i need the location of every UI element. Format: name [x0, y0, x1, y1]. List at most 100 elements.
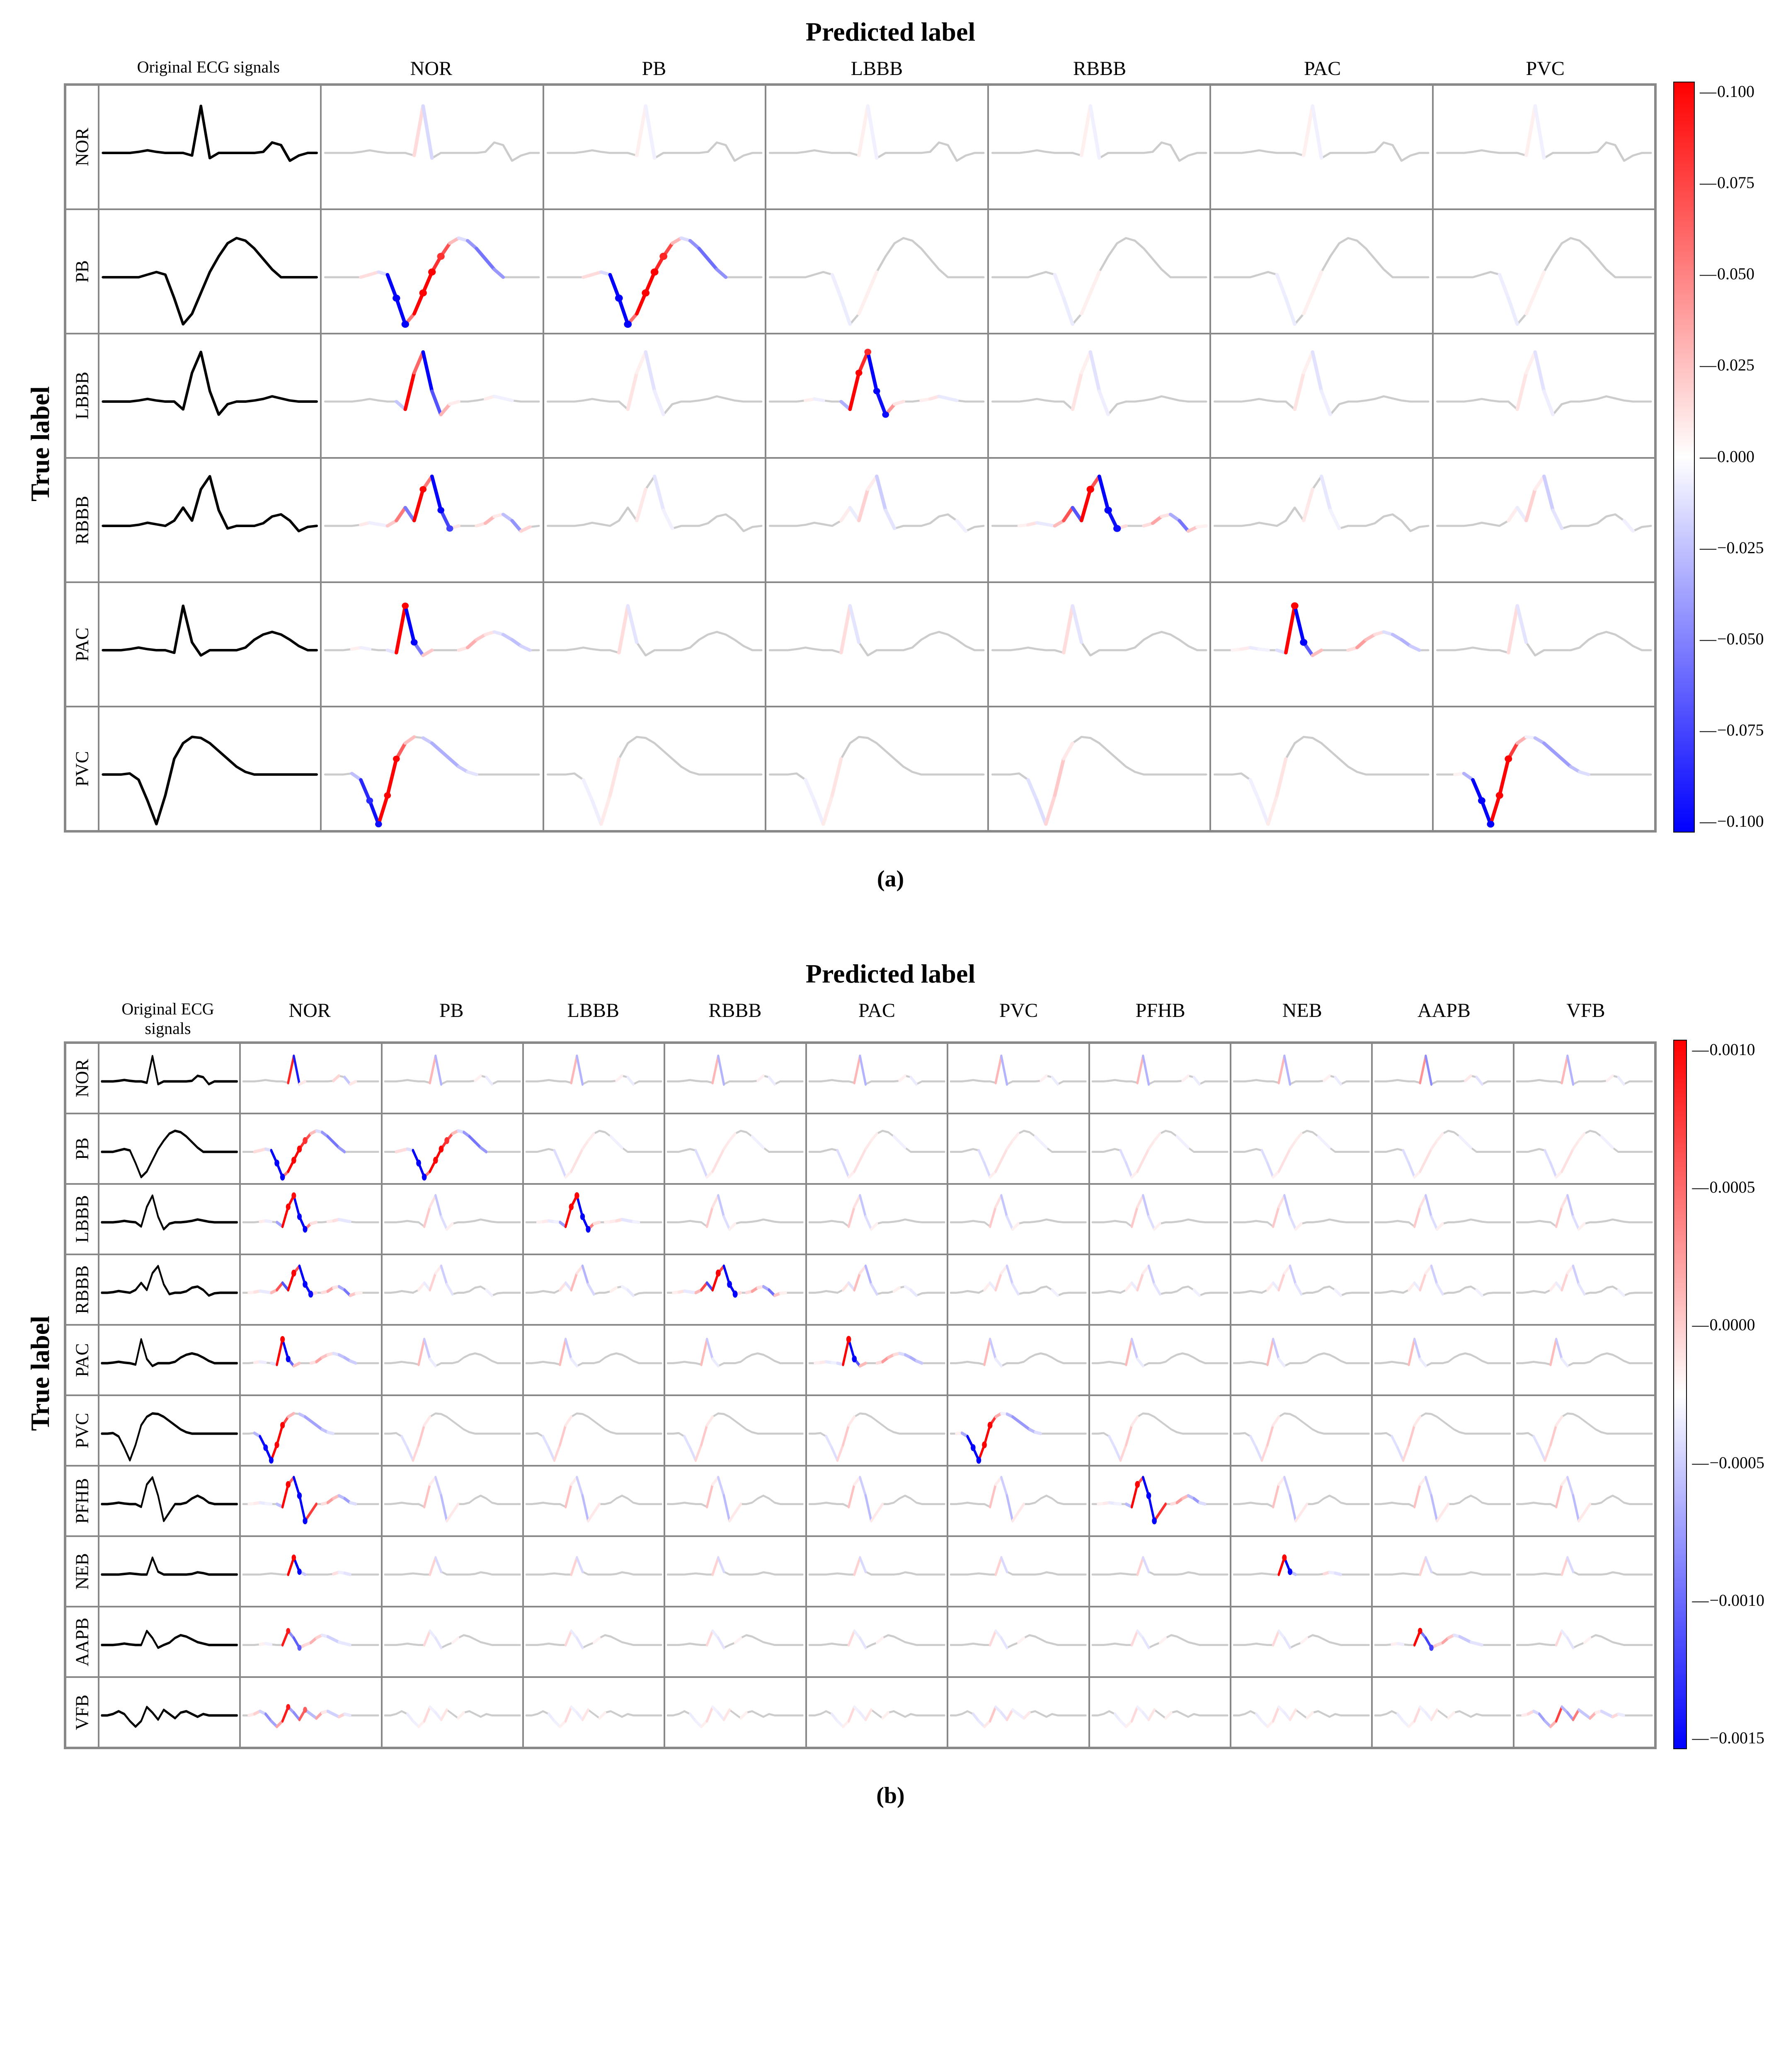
panel-a: Predicted label True label Original ECG …	[17, 17, 1764, 892]
cell-nor-nor	[321, 85, 543, 209]
cell-pb-pb	[382, 1113, 523, 1184]
cell-nor-pfhb	[1089, 1043, 1231, 1113]
cell-pb-lbbb	[523, 1113, 664, 1184]
cell-pac-nor	[240, 1325, 381, 1395]
cell-pvc-vfb	[1514, 1395, 1655, 1466]
cell-orig-pb	[99, 1113, 240, 1184]
cell-orig-pfhb	[99, 1466, 240, 1536]
cell-pfhb-pb	[382, 1466, 523, 1536]
col-header-pac: PAC	[806, 997, 947, 1040]
cell-vfb-lbbb	[523, 1677, 664, 1748]
cell-pb-vfb	[1514, 1113, 1655, 1184]
cell-orig-rbbb	[99, 458, 321, 582]
cell-pac-pac	[806, 1325, 947, 1395]
cell-nor-vfb	[1514, 1043, 1655, 1113]
cell-aapb-lbbb	[523, 1607, 664, 1677]
cell-orig-nor	[99, 1043, 240, 1113]
cb-tick: 0.075	[1700, 173, 1764, 192]
cell-rbbb-pfhb	[1089, 1254, 1231, 1325]
cell-nor-pac	[1210, 85, 1432, 209]
cell-neb-aapb	[1372, 1536, 1513, 1607]
cb-tick: −0.050	[1700, 629, 1764, 649]
cell-neb-pvc	[947, 1536, 1089, 1607]
cb-tick: 0.0000	[1692, 1315, 1764, 1334]
cell-pb-pfhb	[1089, 1113, 1231, 1184]
row-label-pfhb: PFHB	[65, 1466, 99, 1536]
panel_a-col-headers: Original ECG signalsNORPBLBBBRBBBPACPVC	[64, 56, 1657, 82]
cell-aapb-vfb	[1514, 1607, 1655, 1677]
cell-pfhb-pac	[806, 1466, 947, 1536]
cell-neb-pb	[382, 1536, 523, 1607]
cell-lbbb-aapb	[1372, 1184, 1513, 1254]
cell-lbbb-vfb	[1514, 1184, 1655, 1254]
cell-pvc-rbbb	[988, 707, 1210, 831]
cell-vfb-nor	[240, 1677, 381, 1748]
cell-vfb-pac	[806, 1677, 947, 1748]
cell-nor-pac	[806, 1043, 947, 1113]
cb-tick: −0.0015	[1692, 1728, 1764, 1748]
row-label-pac: PAC	[65, 582, 99, 707]
col-header-pb: PB	[543, 56, 766, 82]
cell-rbbb-aapb	[1372, 1254, 1513, 1325]
cell-nor-rbbb	[664, 1043, 806, 1113]
cell-vfb-neb	[1231, 1677, 1372, 1748]
cell-pvc-pvc	[947, 1395, 1089, 1466]
panel_a-colorbar-bar	[1673, 82, 1695, 833]
panel-b-caption: (b)	[17, 1782, 1764, 1809]
cell-lbbb-pac	[1210, 334, 1432, 458]
cell-rbbb-pvc	[947, 1254, 1089, 1325]
cell-pfhb-neb	[1231, 1466, 1372, 1536]
cell-pb-nor	[240, 1113, 381, 1184]
cell-pb-nor	[321, 209, 543, 334]
row-label-pvc: PVC	[65, 707, 99, 831]
panel-a-caption: (a)	[17, 866, 1764, 892]
cell-lbbb-pb	[543, 334, 766, 458]
cell-lbbb-pvc	[947, 1184, 1089, 1254]
cb-tick: 0.025	[1700, 355, 1764, 375]
cell-pvc-rbbb	[664, 1395, 806, 1466]
cell-rbbb-nor	[321, 458, 543, 582]
cell-pvc-pb	[543, 707, 766, 831]
cell-pb-pvc	[947, 1113, 1089, 1184]
cell-pac-pvc	[1433, 582, 1655, 707]
cell-pac-pvc	[947, 1325, 1089, 1395]
panel-b-ylabel: True label	[17, 997, 64, 1749]
cell-aapb-neb	[1231, 1607, 1372, 1677]
cell-lbbb-nor	[321, 334, 543, 458]
cell-nor-aapb	[1372, 1043, 1513, 1113]
cell-lbbb-pb	[382, 1184, 523, 1254]
cell-nor-pb	[543, 85, 766, 209]
row-label-lbbb: LBBB	[65, 334, 99, 458]
panel-b-title: Predicted label	[17, 959, 1764, 989]
cell-nor-nor	[240, 1043, 381, 1113]
cb-tick: 0.0005	[1692, 1177, 1764, 1197]
cell-rbbb-rbbb	[988, 458, 1210, 582]
cell-pfhb-aapb	[1372, 1466, 1513, 1536]
cell-lbbb-rbbb	[664, 1184, 806, 1254]
cell-pb-pb	[543, 209, 766, 334]
cell-pac-aapb	[1372, 1325, 1513, 1395]
row-label-vfb: VFB	[65, 1677, 99, 1748]
row-label-nor: NOR	[65, 1043, 99, 1113]
cell-rbbb-nor	[240, 1254, 381, 1325]
cell-pac-lbbb	[766, 582, 988, 707]
panel-a-colorbar: 0.1000.0750.0500.0250.000−0.025−0.050−0.…	[1657, 82, 1764, 831]
panel-a-ylabel: True label	[17, 56, 64, 833]
cell-pb-neb	[1231, 1113, 1372, 1184]
row-label-pac: PAC	[65, 1325, 99, 1395]
row-label-rbbb: RBBB	[65, 1254, 99, 1325]
row-label-pvc: PVC	[65, 1395, 99, 1466]
cell-lbbb-pac	[806, 1184, 947, 1254]
cell-rbbb-pac	[1210, 458, 1432, 582]
col-header-lbbb: LBBB	[522, 997, 664, 1040]
cell-pac-pfhb	[1089, 1325, 1231, 1395]
cell-lbbb-nor	[240, 1184, 381, 1254]
cell-pac-rbbb	[988, 582, 1210, 707]
cell-pb-pac	[1210, 209, 1432, 334]
cell-orig-pvc	[99, 707, 321, 831]
row-label-pb: PB	[65, 1113, 99, 1184]
cell-aapb-pac	[806, 1607, 947, 1677]
row-label-pb: PB	[65, 209, 99, 334]
row-label-lbbb: LBBB	[65, 1184, 99, 1254]
cell-pvc-pfhb	[1089, 1395, 1231, 1466]
